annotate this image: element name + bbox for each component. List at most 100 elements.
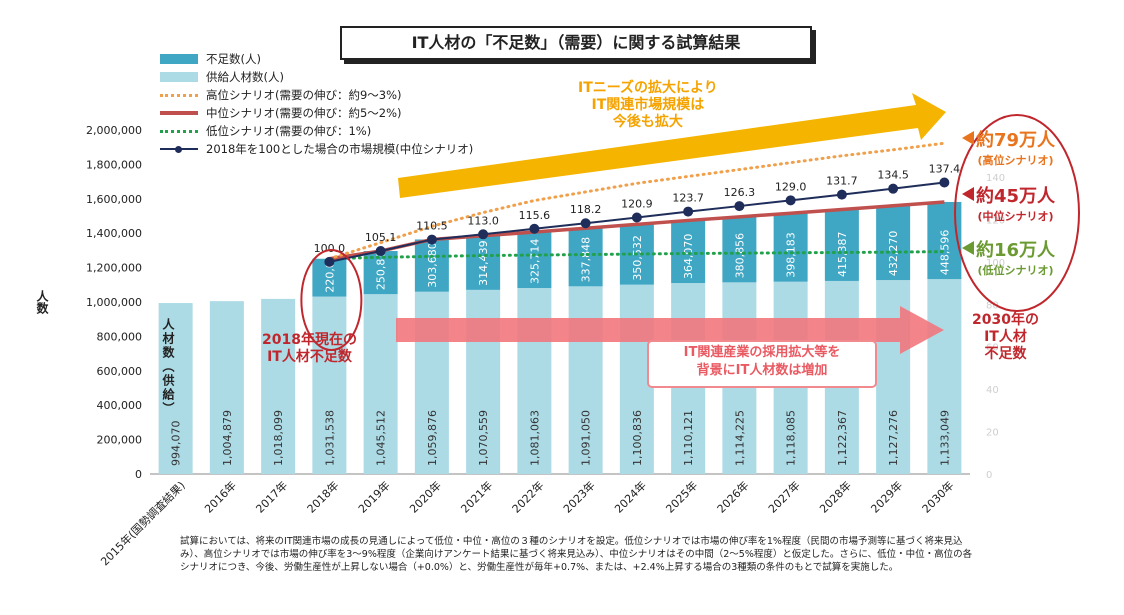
- bar-supply-value-label: 1,110,121: [682, 410, 695, 466]
- y-tick-label: 1,600,000: [86, 193, 142, 206]
- y-tick-label: 1,000,000: [86, 296, 142, 309]
- y-tick-label: 2,000,000: [86, 124, 142, 137]
- side-label-low-value: 約16万人: [976, 240, 1056, 261]
- bar-supply: [927, 279, 962, 474]
- callout-hiring-line1: IT関連産業の採用拡大等を: [683, 345, 841, 360]
- bar-shortage-value-label: 350,532: [631, 235, 644, 281]
- x-tick-label: 2021年: [458, 478, 495, 515]
- bar-supply: [209, 301, 244, 474]
- x-tick-label: 2018年: [304, 478, 341, 515]
- y-tick-label: 1,800,000: [86, 158, 142, 171]
- market-size-point: [734, 201, 745, 212]
- bar-shortage: [876, 205, 911, 281]
- pointer-mid-icon: [962, 187, 974, 201]
- y-tick-label: 0: [135, 468, 142, 481]
- legend: 不足数(人) 供給人材数(人) 高位シナリオ(需要の伸び：約9～3%) 中位シナ…: [160, 50, 473, 158]
- legend-label-supply: 供給人材数(人): [206, 70, 284, 84]
- x-tick-label: 2024年: [612, 478, 649, 515]
- supply-tag: 人材数（供給）: [161, 318, 175, 416]
- bar-supply: [158, 303, 193, 474]
- market-size-label: 129.0: [775, 180, 807, 193]
- x-tick-label: 2016年: [202, 478, 239, 515]
- side-label-mid-value: 約45万人: [976, 186, 1056, 207]
- legend-item-low: 低位シナリオ(需要の伸び：1%): [160, 122, 473, 140]
- legend-swatch-market: [160, 146, 198, 153]
- bar-shortage-value-label: 364,070: [682, 234, 695, 280]
- bar-supply-value-label: 1,045,512: [375, 410, 388, 466]
- legend-item-high: 高位シナリオ(需要の伸び：約9～3%): [160, 86, 473, 104]
- legend-item-supply: 供給人材数(人): [160, 68, 473, 86]
- line-low-scenario: [327, 250, 946, 261]
- bar-shortage: [363, 251, 398, 295]
- callout-2030-line1: 2030年の: [972, 312, 1039, 328]
- legend-label-low: 低位シナリオ(需要の伸び：1%): [206, 124, 372, 138]
- market-size-point: [375, 246, 386, 257]
- footnote: 試算においては、将来のIT関連市場の成長の見通しによって低位・中位・高位の３種の…: [180, 536, 973, 573]
- callout-2030-line3: 不足数: [984, 346, 1027, 362]
- bar-supply: [363, 294, 398, 474]
- x-tick-label: 2025年: [663, 478, 700, 515]
- bar-supply-value-label: 1,133,049: [938, 410, 951, 466]
- bar-supply-value-label: 1,118,085: [785, 410, 798, 466]
- y-tick-label: 200,000: [97, 434, 143, 447]
- x-tick-label: 2019年: [355, 478, 392, 515]
- market-size-point: [529, 223, 540, 234]
- x-tick-label: 2026年: [714, 478, 751, 515]
- x-tick-label: 2022年: [509, 478, 546, 515]
- market-size-point: [426, 234, 437, 245]
- market-size-point: [324, 256, 335, 267]
- bar-supply-value-label: 1,122,367: [836, 410, 849, 466]
- pointer-high-icon: [962, 131, 974, 145]
- legend-swatch-mid: [160, 111, 198, 115]
- legend-item-shortage: 不足数(人): [160, 50, 473, 68]
- market-size-label: 134.5: [877, 169, 909, 182]
- legend-swatch-high: [160, 93, 198, 97]
- bar-shortage: [722, 216, 757, 283]
- callout-market-growth-line1: ITニーズの拡大により: [578, 80, 718, 96]
- bar-supply-value-label: 1,070,559: [477, 410, 490, 466]
- y-tick-label: 1,200,000: [86, 262, 142, 275]
- y-axis-label: 人数: [35, 290, 49, 314]
- bar-shortage-value-label: 314,439: [477, 240, 490, 286]
- y-tick-label: 1,400,000: [86, 227, 142, 240]
- x-tick-label: 2023年: [560, 478, 597, 515]
- bar-shortage-value-label: 448,596: [938, 230, 951, 276]
- bar-supply-value-label: 1,114,225: [733, 410, 746, 466]
- y2-tick-label: 120: [986, 215, 1005, 226]
- y2-tick-label: 60: [986, 343, 999, 354]
- callout-market-growth-line2: IT関連市場規模は: [591, 97, 705, 113]
- x-tick-label: 2030年: [919, 478, 956, 515]
- bar-supply: [312, 296, 347, 474]
- y-tick-label: 400,000: [97, 399, 143, 412]
- highlight-2018-ellipse: [300, 249, 363, 351]
- market-growth-arrow-icon: [398, 93, 946, 198]
- x-tick-label: 2015年(国勢調査結果): [98, 478, 188, 568]
- side-label-high: 約79万人 (高位シナリオ): [976, 126, 1055, 168]
- bar-supply: [261, 298, 296, 474]
- bar-supply-value-label: 1,081,063: [528, 410, 541, 466]
- market-size-label: 110.5: [416, 220, 448, 233]
- market-size-label: 137.4: [929, 163, 961, 176]
- bar-supply-value-label: 1,127,276: [887, 410, 900, 466]
- bar-shortage: [466, 235, 501, 290]
- y2-tick-label: 20: [986, 428, 999, 439]
- x-tick-label: 2017年: [253, 478, 290, 515]
- x-tick-label: 2027年: [765, 478, 802, 515]
- bar-shortage-value-label: 303,680: [426, 242, 439, 288]
- bar-supply: [568, 286, 603, 474]
- legend-label-shortage: 不足数(人): [206, 52, 261, 66]
- market-size-point: [683, 206, 694, 217]
- callout-market-growth: ITニーズの拡大により IT関連市場規模は 今後も拡大: [578, 80, 718, 131]
- market-size-label: 118.2: [570, 203, 602, 216]
- market-size-label: 113.0: [467, 214, 499, 227]
- bar-shortage: [568, 228, 603, 287]
- market-size-label: 126.3: [724, 186, 756, 199]
- market-size-point: [888, 183, 899, 194]
- line-high-scenario: [327, 141, 946, 261]
- market-size-point: [580, 218, 591, 229]
- market-size-label: 120.9: [621, 198, 653, 211]
- y-tick-label: 800,000: [97, 330, 143, 343]
- bar-shortage: [773, 213, 808, 282]
- bar-shortage: [671, 220, 706, 284]
- y-tick-label: 600,000: [97, 365, 143, 378]
